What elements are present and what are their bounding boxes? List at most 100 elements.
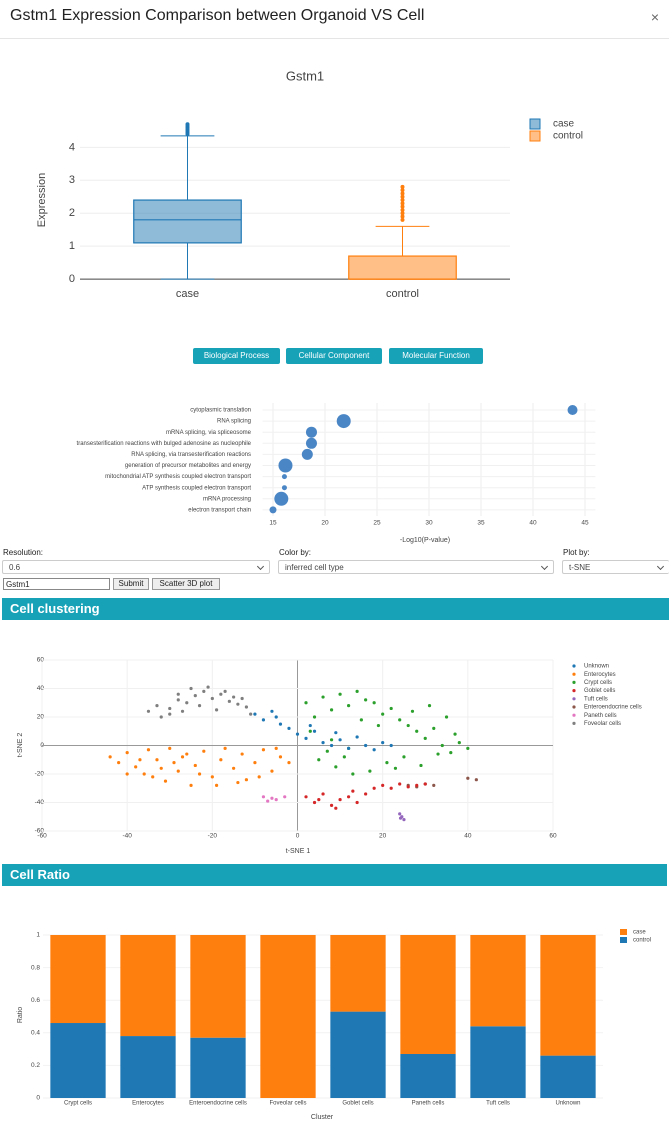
field-label: Resolution:: [3, 548, 44, 557]
go-button[interactable]: Biological Process: [193, 348, 280, 364]
legend-marker: [572, 689, 576, 693]
outlier: [400, 207, 405, 212]
point: [159, 715, 163, 719]
bar-segment: [470, 1026, 526, 1098]
outlier: [400, 184, 405, 189]
outlier: [400, 214, 405, 219]
select[interactable]: inferred cell type: [278, 560, 554, 574]
y-tick-label: 0.2: [31, 1062, 40, 1069]
outlier: [400, 204, 405, 209]
point: [308, 729, 312, 733]
point: [117, 761, 121, 765]
point: [214, 708, 219, 712]
point: [312, 800, 317, 805]
modal-title: Gstm1 Expression Comparison between Orga…: [10, 7, 425, 24]
y-tick-label: -60: [35, 828, 45, 835]
y-tick-label: 4: [69, 141, 75, 153]
go-button[interactable]: Cellular Component: [286, 348, 382, 364]
y-tick-label: -20: [35, 771, 45, 778]
gene-input[interactable]: Gstm1: [3, 578, 110, 590]
point: [389, 743, 393, 748]
x-tick-label: -60: [37, 833, 47, 840]
legend-marker: [572, 721, 576, 726]
point: [334, 765, 338, 769]
point: [372, 701, 376, 705]
bubble: [274, 491, 289, 506]
scatter3d-button[interactable]: Scatter 3D plot: [152, 578, 220, 590]
y-tick-label: mRNA processing: [203, 496, 251, 502]
point: [321, 792, 325, 796]
point: [308, 723, 312, 728]
y-tick-label: cytoplasmic translation: [190, 408, 251, 414]
y-axis-title: Expression: [36, 173, 48, 227]
submit-button[interactable]: Submit: [113, 578, 149, 590]
legend-swatch: [620, 937, 627, 943]
y-tick-label: 0: [36, 1095, 40, 1102]
point: [278, 755, 283, 759]
point: [257, 775, 261, 779]
point: [270, 796, 274, 800]
legend-label: Enterocytes: [584, 672, 616, 678]
x-tick-label: 20: [379, 833, 387, 840]
bubble: [301, 448, 313, 460]
x-tick-label: 15: [269, 520, 277, 527]
close-button[interactable]: ×: [650, 9, 659, 25]
point: [334, 731, 338, 735]
point: [347, 795, 351, 799]
legend-swatch: [620, 929, 627, 935]
point: [423, 736, 427, 740]
point: [419, 763, 423, 768]
point: [432, 783, 436, 788]
bubble: [567, 405, 578, 415]
point: [146, 709, 151, 713]
bar-segment: [120, 1036, 176, 1098]
y-tick-label: 1: [69, 240, 75, 252]
x-tick-label: Tuft cells: [486, 1101, 510, 1107]
go-button[interactable]: Molecular Function: [389, 348, 483, 364]
x-tick-label: Foveolar cells: [269, 1101, 306, 1107]
point: [134, 765, 138, 769]
outlier: [400, 194, 405, 199]
point: [261, 718, 266, 722]
point: [466, 746, 470, 750]
point: [415, 783, 419, 788]
point: [338, 738, 342, 742]
point: [304, 736, 308, 740]
point: [423, 782, 427, 786]
point: [210, 696, 214, 701]
point: [278, 722, 283, 726]
point: [347, 704, 351, 708]
point: [287, 726, 291, 731]
point: [219, 692, 223, 696]
bar-segment: [190, 935, 246, 1038]
bar-segment: [50, 1023, 106, 1098]
point: [338, 692, 342, 696]
point: [312, 715, 317, 719]
point: [193, 763, 197, 768]
point: [266, 799, 270, 803]
point: [312, 729, 317, 733]
field-label: Plot by:: [563, 548, 590, 557]
y-tick-label: generation of precursor metabolites and …: [125, 463, 251, 469]
point: [410, 709, 415, 713]
bar-segment: [400, 935, 456, 1054]
select[interactable]: t-SNE: [562, 560, 669, 574]
point: [304, 701, 308, 705]
y-tick-label: 0: [69, 273, 75, 285]
point: [329, 708, 334, 712]
point: [244, 778, 248, 782]
chart-title: Gstm1: [286, 68, 324, 83]
point: [334, 806, 338, 810]
select[interactable]: 0.6: [2, 560, 270, 574]
x-axis-title: -Log10(P-value): [400, 537, 450, 544]
point: [368, 769, 372, 773]
bar-segment: [50, 935, 106, 1024]
y-tick-label: electron transport chain: [188, 507, 251, 513]
point: [185, 752, 189, 756]
point: [359, 718, 363, 722]
legend-marker: [572, 705, 576, 709]
point: [351, 772, 355, 776]
point: [398, 816, 403, 820]
point: [381, 783, 385, 788]
point: [321, 741, 325, 745]
